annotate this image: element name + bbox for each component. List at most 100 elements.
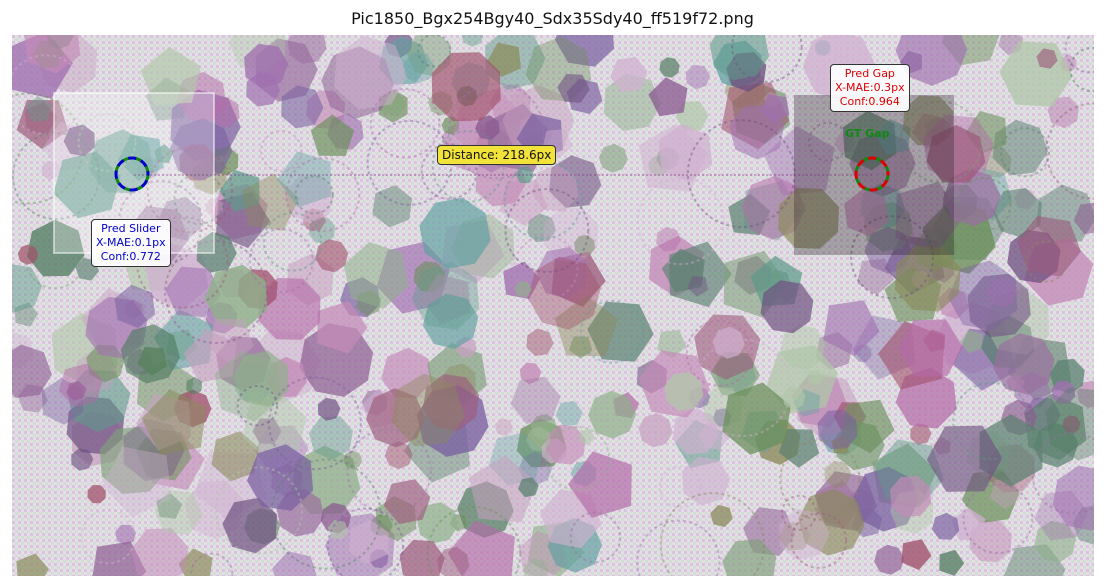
background-shape (222, 497, 277, 554)
background-shape (403, 52, 435, 84)
captcha-background (12, 35, 1094, 576)
background-shape (993, 333, 1055, 395)
background-shape (942, 168, 1001, 227)
background-shape (554, 295, 619, 357)
background-shape (587, 301, 654, 362)
background-shape (310, 114, 355, 156)
background-ring (731, 35, 803, 83)
background-ring (962, 483, 1034, 555)
background-shape (1073, 202, 1094, 235)
background-shape (569, 336, 593, 359)
background-ring (685, 319, 753, 387)
background-shape (12, 264, 43, 313)
background-shape (722, 382, 791, 455)
background-ring (504, 188, 590, 273)
background-shape (431, 52, 501, 122)
background-shape (760, 280, 814, 334)
distance-label: Distance: 218.6px (437, 145, 557, 165)
background-ring (12, 54, 86, 135)
background-ring (426, 506, 522, 576)
background-shape (536, 247, 588, 299)
background-shape (782, 386, 806, 410)
background-shape (672, 408, 720, 455)
background-shape (494, 418, 513, 437)
background-shape (890, 475, 931, 517)
background-shape (343, 450, 362, 470)
background-shape (334, 35, 408, 110)
background-ring (952, 381, 1031, 461)
background-shape (1047, 96, 1079, 129)
background-shape (154, 490, 203, 536)
background-shape (1034, 520, 1076, 563)
background-ring (850, 215, 934, 300)
pred-slider-mae: X-MAE:0.1px (96, 236, 166, 249)
background-shape (712, 326, 745, 359)
background-shape (66, 380, 87, 401)
background-shape (578, 429, 595, 446)
background-shape (658, 123, 713, 182)
background-shape (120, 324, 180, 384)
background-shape (709, 35, 770, 81)
background-shape (372, 185, 413, 228)
pred-slider-conf: Conf:0.772 (100, 250, 161, 263)
gap-marker-icon (854, 156, 890, 192)
background-ring (686, 119, 796, 228)
background-shape (1052, 465, 1094, 531)
background-shape (555, 401, 583, 427)
background-ring (248, 228, 314, 294)
background-shape (25, 96, 52, 122)
background-shape (115, 524, 136, 546)
captcha-image (12, 35, 1094, 576)
background-shape (252, 418, 282, 444)
background-ring (513, 235, 579, 301)
background-shape (1036, 48, 1058, 69)
background-shape (798, 489, 865, 556)
background-shape (206, 319, 254, 364)
background-shape (12, 344, 52, 398)
background-shape (285, 175, 335, 224)
background-shape (519, 362, 542, 385)
background-ring (1031, 432, 1094, 515)
background-shape (141, 389, 207, 455)
background-shape (722, 539, 777, 576)
background-ring (190, 552, 234, 576)
pred-slider-label: Pred Slider X-MAE:0.1px Conf:0.772 (91, 219, 171, 267)
background-ring (268, 376, 362, 471)
background-shape (574, 235, 596, 257)
background-shape (664, 372, 704, 411)
background-shape (531, 164, 579, 212)
background-shape (16, 99, 69, 150)
background-shape (196, 231, 237, 273)
background-shape (554, 35, 615, 67)
background-ring (12, 92, 84, 205)
background-shape (411, 261, 480, 330)
background-shape (315, 239, 349, 273)
background-shape (317, 397, 341, 421)
pred-slider-title: Pred Slider (101, 222, 161, 235)
background-shape (901, 539, 932, 570)
background-shape (992, 187, 1042, 238)
background-ring (1045, 102, 1094, 200)
background-shape (214, 350, 283, 422)
background-ring (808, 121, 848, 162)
background-ring (1000, 127, 1050, 178)
background-shape (183, 329, 237, 383)
background-shape (823, 300, 880, 357)
background-shape (165, 266, 222, 318)
background-shape (154, 144, 174, 164)
background-ring (262, 212, 323, 272)
background-ring (447, 82, 545, 180)
background-shape (422, 293, 479, 349)
background-shape (895, 245, 961, 312)
background-ring (270, 458, 382, 570)
background-shape (419, 197, 491, 269)
background-shape (951, 507, 986, 541)
background-shape (526, 426, 552, 452)
background-ring (294, 175, 334, 215)
background-shape (967, 273, 1031, 338)
background-shape (515, 166, 535, 184)
background-shape (447, 520, 515, 576)
background-shape (960, 329, 983, 354)
background-shape (817, 409, 858, 450)
background-shape (232, 350, 289, 407)
